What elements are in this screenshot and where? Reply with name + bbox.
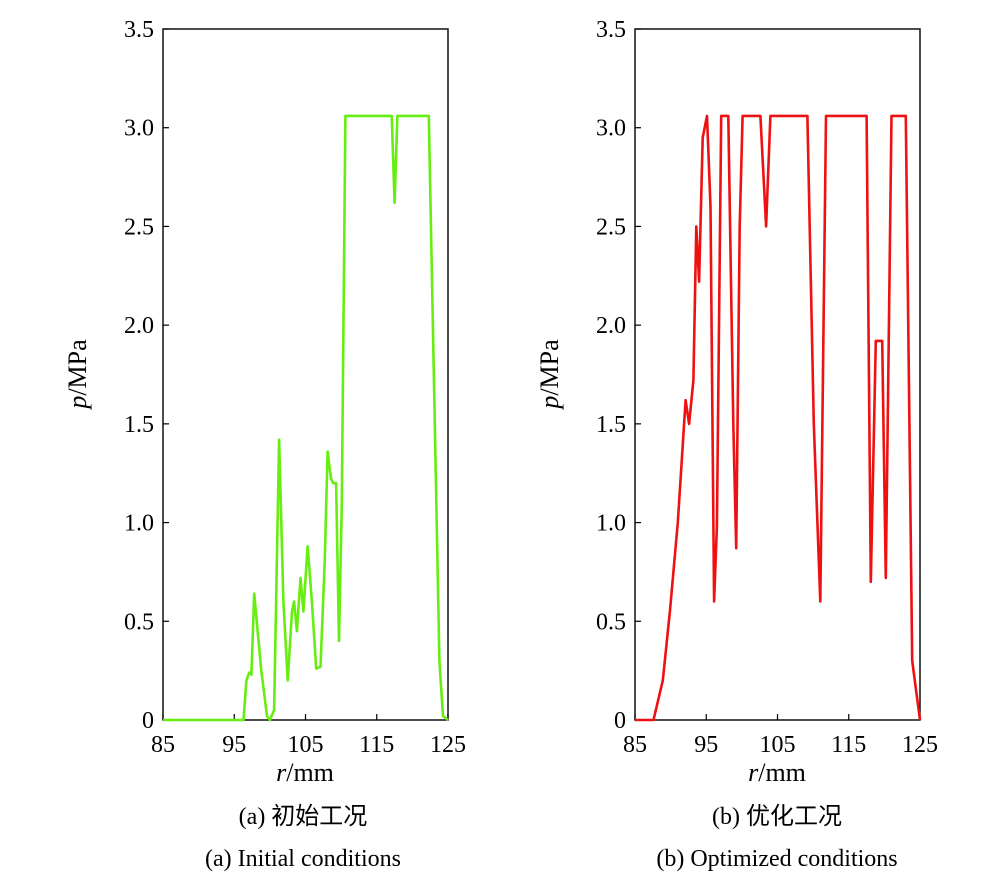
pressure-series-line [163,114,449,722]
x-axis-title: r/mm [748,758,806,787]
y-tick-label: 3.0 [124,116,154,142]
caption-chinese: (b) 优化工况 [712,803,842,830]
plot-frame [162,28,449,721]
x-ticks: 85 95 105 115 125 [151,714,466,758]
x-axis-title: r/mm [276,758,334,787]
y-tick-label: 1.5 [124,412,154,438]
y-tick-label: 0 [614,708,626,734]
y-tick-label: 1.0 [596,511,626,537]
y-ticks: 0 0.5 1.0 1.5 2.0 2.5 3.0 3.5 [124,17,169,734]
x-tick-label: 125 [902,732,938,758]
caption-english: (a) Initial conditions [205,846,401,872]
caption-chinese: (a) 初始工况 [239,803,368,830]
y-tick-label: 2.0 [596,313,626,339]
y-tick-label: 3.0 [596,116,626,142]
y-tick-label: 2.0 [124,313,154,339]
y-tick-label: 3.5 [124,17,154,43]
y-tick-label: 0 [142,708,154,734]
y-tick-label: 2.5 [124,214,154,240]
y-tick-label: 3.5 [596,17,626,43]
x-tick-label: 105 [288,732,324,758]
y-tick-label: 0.5 [124,609,154,635]
x-tick-label: 85 [623,732,647,758]
panel-a: 0 0.5 1.0 1.5 2.0 2.5 3.0 3.5 85 95 105 115 125 p/M… [63,17,466,872]
x-tick-label: 115 [831,732,866,758]
y-tick-label: 1.5 [596,412,626,438]
y-tick-label: 0.5 [596,609,626,635]
y-ticks: 0 0.5 1.0 1.5 2.0 2.5 3.0 3.5 [596,17,641,734]
x-tick-label: 105 [760,732,796,758]
y-axis-title: p/MPa [535,339,564,411]
y-tick-label: 2.5 [596,214,626,240]
x-tick-label: 85 [151,732,175,758]
x-tick-label: 115 [359,732,394,758]
pressure-series-line [635,114,922,722]
plot-frame [634,28,921,721]
x-tick-label: 125 [430,732,466,758]
x-tick-label: 95 [222,732,246,758]
caption-english: (b) Optimized conditions [656,846,897,872]
panel-b: 0 0.5 1.0 1.5 2.0 2.5 3.0 3.5 85 95 105 115 125 p/M… [535,17,938,872]
y-axis-title: p/MPa [63,339,92,411]
x-tick-label: 95 [694,732,718,758]
y-tick-label: 1.0 [124,511,154,537]
x-ticks: 85 95 105 115 125 [623,714,938,758]
